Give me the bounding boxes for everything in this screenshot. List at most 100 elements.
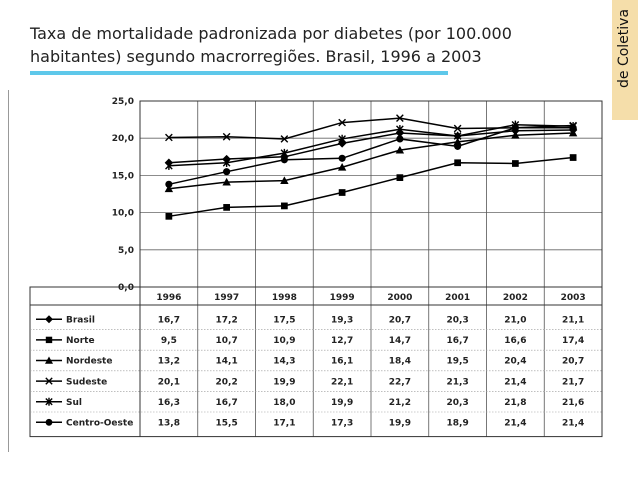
y-tick-label: 20,0: [112, 134, 134, 144]
table-cell: 16,1: [331, 357, 353, 367]
year-header: 2000: [387, 293, 412, 303]
table-cell: 21,0: [504, 316, 526, 326]
plot-area: 0,0 5,0 10,0 15,0 20,0 25,0: [112, 97, 603, 437]
x-marker-stroke: [165, 133, 173, 142]
square-marker: [45, 336, 53, 344]
y-tick-label: 5,0: [118, 246, 134, 256]
series-name-centro-oeste: Centro-Oeste: [66, 419, 133, 429]
table-cell: 17,5: [273, 316, 295, 326]
data-point-sudeste: [338, 118, 346, 127]
data-point-sudeste: [396, 114, 404, 122]
table-cell: 16,3: [158, 398, 180, 408]
data-point-sul: [453, 131, 462, 141]
table-cell: 20,7: [389, 316, 411, 326]
square-marker: [512, 160, 519, 167]
x-marker-stroke: [222, 132, 231, 141]
x-marker-stroke: [396, 114, 404, 122]
data-point-centro-oeste: [569, 124, 577, 132]
circle-marker: [45, 418, 53, 426]
data-point-sul: [396, 125, 404, 134]
data-table: 1996 1997 1998 1999 2000 2001 2002 2003 Brasil 16…: [29, 286, 603, 438]
table-cell: 19,3: [331, 316, 353, 326]
circle-marker: [454, 142, 462, 150]
data-point-centro-oeste: [338, 154, 346, 162]
x-marker-stroke: [338, 118, 346, 127]
table-cell: 20,2: [216, 377, 238, 387]
table-cell: 17,1: [273, 419, 295, 429]
data-point-centro-oeste: [511, 124, 519, 132]
slide-title: Taxa de mortalidade padronizada por diab…: [30, 22, 590, 68]
data-point-sul: [165, 161, 173, 170]
legend-marker-norte: [45, 336, 53, 344]
table-cell: 20,7: [562, 357, 584, 367]
series-name-brasil: Brasil: [66, 316, 95, 326]
table-cell: 12,7: [331, 336, 353, 346]
table-cell: 21,2: [389, 398, 411, 408]
data-point-sudeste: [280, 135, 289, 143]
data-point-sul: [338, 134, 346, 144]
data-point-centro-oeste: [454, 142, 462, 150]
table-cell: 20,1: [158, 377, 180, 387]
data-point-sudeste: [453, 124, 462, 133]
table-cell: 19,9: [273, 377, 295, 387]
triangle-marker: [164, 184, 174, 193]
table-cell: 21,6: [562, 398, 584, 408]
legend-marker-nordeste: [45, 356, 53, 364]
table-cell: 21,4: [562, 419, 584, 429]
triangle-marker: [568, 128, 578, 137]
table-frame: [29, 286, 603, 438]
triangle-marker: [280, 176, 289, 184]
series-name-sudeste: Sudeste: [66, 377, 107, 387]
square-marker: [569, 154, 577, 161]
data-point-nordeste: [511, 131, 520, 139]
table-cell: 10,9: [273, 336, 295, 346]
table-cell: 14,3: [273, 357, 295, 367]
square-marker: [281, 202, 288, 210]
triangle-marker: [511, 131, 520, 139]
y-tick-label: 10,0: [112, 209, 134, 219]
triangle-marker: [337, 163, 347, 171]
data-point-nordeste: [280, 176, 289, 184]
table-cell: 21,4: [504, 419, 526, 429]
x-marker-stroke: [45, 377, 53, 385]
series-line-sudeste: [168, 117, 574, 140]
series-name-norte: Norte: [66, 336, 95, 346]
data-point-nordeste: [337, 163, 347, 171]
circle-marker: [280, 156, 288, 164]
year-header: 1998: [272, 293, 297, 303]
year-header: 2001: [445, 293, 470, 303]
data-point-sul: [222, 158, 231, 167]
table-cell: 14,1: [216, 357, 238, 367]
table-cell: 18,4: [389, 357, 411, 367]
data-point-norte: [569, 154, 577, 161]
table-cell: 17,3: [331, 419, 353, 429]
series-name-sul: Sul: [66, 398, 82, 408]
data-point-sudeste: [222, 132, 231, 141]
table-cell: 20,4: [504, 357, 526, 367]
table-cell: 22,1: [331, 377, 353, 387]
diamond-marker: [45, 315, 53, 324]
side-tab: [612, 0, 638, 120]
year-header: 1999: [330, 293, 355, 303]
table-cell: 18,9: [447, 419, 469, 429]
triangle-marker: [222, 177, 231, 186]
table-cell: 18,0: [273, 398, 295, 408]
data-point-norte: [396, 174, 404, 181]
data-point-norte: [338, 189, 346, 196]
table-cell: 19,9: [331, 398, 353, 408]
table-cell: 10,7: [216, 336, 238, 346]
data-point-norte: [223, 204, 230, 211]
data-point-sudeste: [165, 133, 173, 142]
circle-marker: [338, 154, 346, 162]
table-cell: 17,4: [562, 336, 584, 346]
legend-marker-brasil: [45, 315, 53, 324]
table-cell: 13,8: [158, 419, 180, 429]
table-cell: 21,8: [504, 398, 526, 408]
y-tick-label: 0,0: [118, 283, 134, 293]
table-cell: 15,5: [216, 419, 238, 429]
circle-marker: [223, 168, 231, 176]
series-line-nordeste: [168, 132, 574, 190]
series-line-norte: [168, 156, 574, 218]
triangle-marker: [395, 145, 405, 154]
year-header: 2003: [561, 293, 586, 303]
